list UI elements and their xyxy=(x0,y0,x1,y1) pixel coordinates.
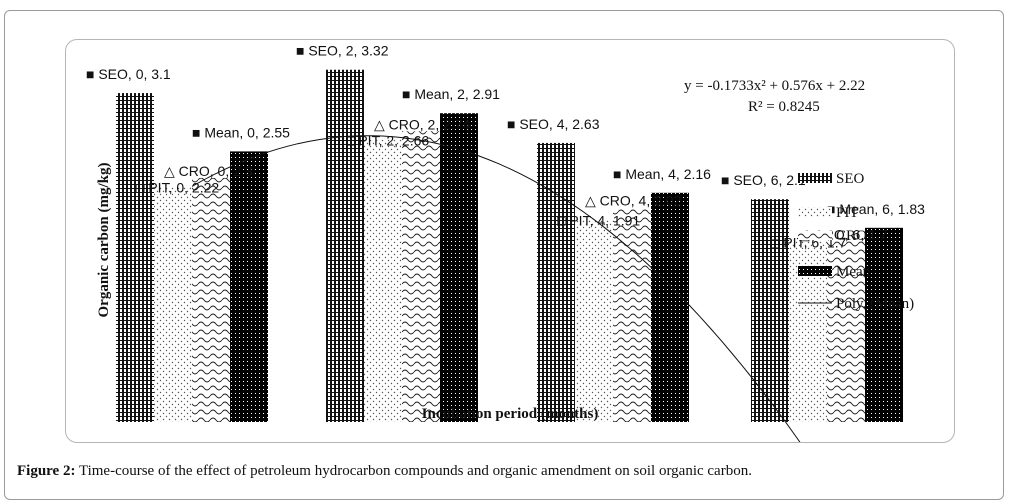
bar-pit-2 xyxy=(364,139,402,422)
chart-legend: SEO PIT CRO Mean Poly. (Mean) xyxy=(798,171,914,312)
legend-swatch-seo xyxy=(798,173,832,183)
legend-label-4: Poly. (Mean) xyxy=(836,296,914,312)
data-label-seo-4: ■ SEO, 4, 2.63 xyxy=(507,116,600,132)
bar-pit-0 xyxy=(154,186,192,422)
bar-cro-4 xyxy=(613,207,651,422)
data-label-mean-0: ■ Mean, 0, 2.55 xyxy=(192,124,290,140)
data-label-mean-4: ■ Mean, 4, 2.16 xyxy=(613,166,711,182)
trendline-poly-mean xyxy=(191,135,801,442)
legend-label-0: SEO xyxy=(836,171,865,187)
bar-mean-4 xyxy=(651,192,689,422)
chart-area: ■ SEO, 0, 3.1 ■ SEO, 2, 3.32 ■ SEO, 4, 2.6… xyxy=(65,39,955,443)
legend-swatch-pit xyxy=(798,207,832,217)
bar-cro-0 xyxy=(192,177,230,422)
bar-mean-2 xyxy=(440,113,478,422)
caption-label: Figure 2: xyxy=(17,463,76,479)
bar-seo-2 xyxy=(326,69,364,422)
bar-chart: ■ SEO, 0, 3.1 ■ SEO, 2, 3.32 ■ SEO, 4, 2.6… xyxy=(86,43,925,442)
data-label-seo-0: ■ SEO, 0, 3.1 xyxy=(86,66,171,82)
data-label-cro-4: △ CRO, 4, 2.02 xyxy=(585,193,682,209)
bar-mean-6 xyxy=(865,227,903,422)
data-label-cro-0: △ CRO, 0, 2.3 xyxy=(164,163,253,179)
bar-cro-6 xyxy=(827,241,865,422)
legend-swatch-cro xyxy=(798,230,832,240)
x-axis-label: Incubation period (months) xyxy=(422,406,599,422)
y-axis-label: Organic carbon (mg/kg) xyxy=(96,163,112,318)
bar-mean-0 xyxy=(230,151,268,422)
data-label-pit-4: □ PIT, 4, 1.91 xyxy=(557,212,640,228)
trendline-r-squared: R² = 0.8245 xyxy=(748,99,820,115)
data-label-mean-2: ■ Mean, 2, 2.91 xyxy=(402,86,500,102)
data-label-seo-6: ■ SEO, 6, 2.1 xyxy=(721,172,806,188)
data-label-cro-2: △ CRO, 2, 2.74 xyxy=(374,116,471,132)
legend-label-2: CRO xyxy=(836,228,867,244)
data-label-pit-0: □ PIT, 0, 2.22 xyxy=(136,179,219,195)
data-label-mean-6: ■ Mean, 6, 1.83 xyxy=(827,201,925,217)
figure-caption: Figure 2: Time-course of the effect of p… xyxy=(17,463,752,480)
figure-frame: ■ SEO, 0, 3.1 ■ SEO, 2, 3.32 ■ SEO, 4, 2.6… xyxy=(4,10,1004,500)
bar-seo-6 xyxy=(751,199,789,422)
bar-cro-2 xyxy=(402,131,440,422)
data-label-pit-2: □ PIT, 2, 2.66 xyxy=(346,133,429,149)
bar-seo-4 xyxy=(537,142,575,422)
caption-text: Time-course of the effect of petroleum h… xyxy=(75,463,752,479)
legend-swatch-mean xyxy=(798,266,832,276)
bar-seo-0 xyxy=(116,93,154,423)
legend-label-3: Mean xyxy=(836,264,871,280)
legend-label-1: PIT xyxy=(836,205,859,221)
data-label-seo-2: ■ SEO, 2, 3.32 xyxy=(296,43,389,59)
trendline-equation: y = -0.1733x² + 0.576x + 2.22 xyxy=(684,78,865,94)
bar-pit-4 xyxy=(575,219,613,422)
